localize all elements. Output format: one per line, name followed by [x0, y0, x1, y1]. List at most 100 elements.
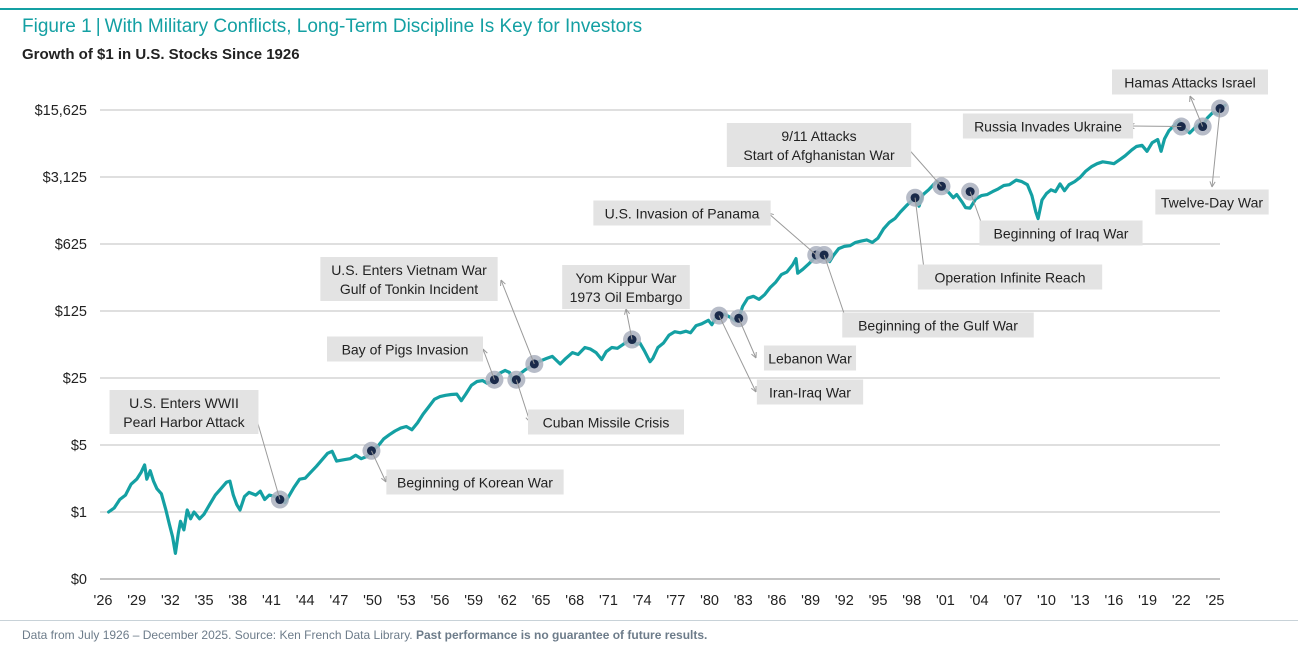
y-tick-label: $15,625 — [35, 103, 87, 119]
x-tick-label: '89 — [801, 593, 820, 609]
event-label-text: Cuban Missile Crisis — [543, 415, 670, 431]
event-label-box — [917, 264, 1103, 290]
y-tick-label: $0 — [71, 572, 87, 588]
event-leader-line — [767, 212, 817, 256]
x-tick-label: '19 — [1138, 593, 1157, 609]
event-label-box — [593, 200, 771, 226]
event-leader-arrow — [381, 475, 387, 483]
event-label-wwii: U.S. Enters WWII Pearl Harbor Attack — [109, 390, 259, 434]
event-leader-line — [1211, 108, 1221, 188]
x-tick-label: '07 — [1003, 593, 1022, 609]
event-label-iran-iraq: Iran-Iraq War — [756, 379, 864, 405]
event-label-text: U.S. Enters Vietnam War — [331, 262, 487, 278]
figure-subtitle: Growth of $1 in U.S. Stocks Since 1926 — [22, 46, 300, 63]
event-leader-arrow — [500, 279, 506, 287]
x-tick-label: '47 — [329, 593, 348, 609]
x-tick-label: '77 — [666, 593, 685, 609]
grid-lines — [100, 109, 1220, 580]
event-labels: U.S. Enters WWII Pearl Harbor Attack Begin… — [109, 69, 1269, 495]
event-label-box — [756, 379, 864, 405]
y-tick-label: $1 — [71, 505, 87, 521]
x-tick-label: '71 — [599, 593, 618, 609]
event-label-box — [726, 123, 912, 167]
x-tick-label: '98 — [902, 593, 921, 609]
event-label-box — [842, 312, 1034, 338]
growth-chart: $0 $1 $5 $25 $125 $625 $3,125 $15,625 '26 '29 '32… — [35, 69, 1269, 609]
event-leader-line — [1128, 125, 1182, 128]
event-label-bay-of-pigs: Bay of Pigs Invasion — [327, 336, 483, 362]
y-tick-label: $3,125 — [43, 170, 87, 186]
event-label-box — [1112, 69, 1268, 95]
x-tick-label: '16 — [1104, 593, 1123, 609]
event-label-panama: U.S. Invasion of Panama — [593, 200, 771, 226]
event-leader-line — [738, 318, 757, 359]
x-tick-label: '83 — [734, 593, 753, 609]
event-label-text: Russia Invades Ukraine — [974, 119, 1122, 135]
series-line — [107, 103, 1227, 555]
title-separator: | — [95, 16, 101, 37]
event-label-text: Beginning of Korean War — [397, 475, 553, 491]
x-tick-label: '38 — [228, 593, 247, 609]
event-label-text: Beginning of Iraq War — [994, 226, 1129, 242]
event-leader-line — [482, 348, 495, 380]
figure-title-text: With Military Conflicts, Long-Term Disci… — [104, 16, 643, 37]
figure-title: Figure 1 | With Military Conflicts, Long-T… — [22, 16, 642, 38]
y-axis-ticks: $0 $1 $5 $25 $125 $625 $3,125 $15,625 — [35, 103, 87, 588]
event-label-box — [979, 220, 1143, 246]
footer-note: Data from July 1926 – December 2025. Sou… — [22, 628, 707, 642]
event-label-text: Bay of Pigs Invasion — [342, 342, 469, 358]
event-label-text: Start of Afghanistan War — [743, 147, 895, 163]
event-label-text: Hamas Attacks Israel — [1124, 75, 1256, 91]
event-leader-arrow — [750, 385, 757, 393]
x-tick-label: '35 — [195, 593, 214, 609]
event-label-korean: Beginning of Korean War — [386, 469, 564, 495]
event-label-yom-kippur: Yom Kippur War 1973 Oil Embargo — [562, 265, 690, 309]
x-tick-label: '68 — [565, 593, 584, 609]
event-label-text: Gulf of Tonkin Incident — [340, 281, 478, 297]
x-tick-label: '22 — [1172, 593, 1191, 609]
event-label-vietnam: U.S. Enters Vietnam War Gulf of Tonkin In… — [320, 257, 498, 301]
x-tick-label: '56 — [431, 593, 450, 609]
event-label-text: 1973 Oil Embargo — [570, 289, 683, 305]
x-tick-label: '59 — [464, 593, 483, 609]
event-leader-line — [500, 279, 535, 365]
event-label-ukraine: Russia Invades Ukraine — [962, 113, 1134, 139]
y-tick-label: $25 — [63, 371, 87, 387]
footer-disclaimer: Past performance is no guarantee of futu… — [415, 628, 708, 642]
series-layer — [107, 103, 1227, 555]
x-tick-label: '62 — [498, 593, 517, 609]
x-tick-label: '41 — [262, 593, 281, 609]
x-tick-label: '95 — [869, 593, 888, 609]
x-tick-label: '29 — [127, 593, 146, 609]
event-label-box — [1155, 189, 1269, 215]
event-label-text: U.S. Invasion of Panama — [605, 206, 760, 222]
y-tick-label: $625 — [55, 237, 87, 253]
y-tick-label: $5 — [71, 438, 87, 454]
event-label-box — [109, 390, 259, 434]
x-tick-label: '13 — [1071, 593, 1090, 609]
x-tick-label: '53 — [397, 593, 416, 609]
x-axis-ticks: '26 '29 '32 '35 '38 '41 '44 '47 '50 '53 '56 '59 '62 '… — [94, 593, 1225, 609]
x-tick-label: '26 — [94, 593, 113, 609]
x-tick-label: '10 — [1037, 593, 1056, 609]
event-label-text: Twelve-Day War — [1161, 195, 1264, 211]
x-tick-label: '44 — [296, 593, 315, 609]
x-tick-label: '74 — [633, 593, 652, 609]
event-label-text: 9/11 Attacks — [781, 128, 856, 144]
event-leader-line — [625, 308, 633, 340]
event-label-gulf-war: Beginning of the Gulf War — [842, 312, 1034, 338]
event-leader-line — [370, 450, 387, 483]
event-label-text: Beginning of the Gulf War — [858, 318, 1018, 334]
x-tick-label: '01 — [936, 593, 955, 609]
event-leader-line — [1189, 95, 1204, 127]
event-label-nine-eleven: 9/11 Attacks Start of Afghanistan War — [726, 123, 912, 167]
event-label-box — [320, 257, 498, 301]
event-label-twelve-day: Twelve-Day War — [1155, 189, 1269, 215]
event-label-iraq-war: Beginning of Iraq War — [979, 220, 1143, 246]
footer-source: Data from July 1926 – December 2025. Sou… — [22, 628, 413, 642]
event-label-text: Lebanon War — [768, 351, 852, 367]
event-leader-arrow — [751, 351, 757, 359]
event-label-box — [763, 345, 857, 371]
event-label-cuban: Cuban Missile Crisis — [528, 409, 684, 435]
x-tick-label: '50 — [363, 593, 382, 609]
